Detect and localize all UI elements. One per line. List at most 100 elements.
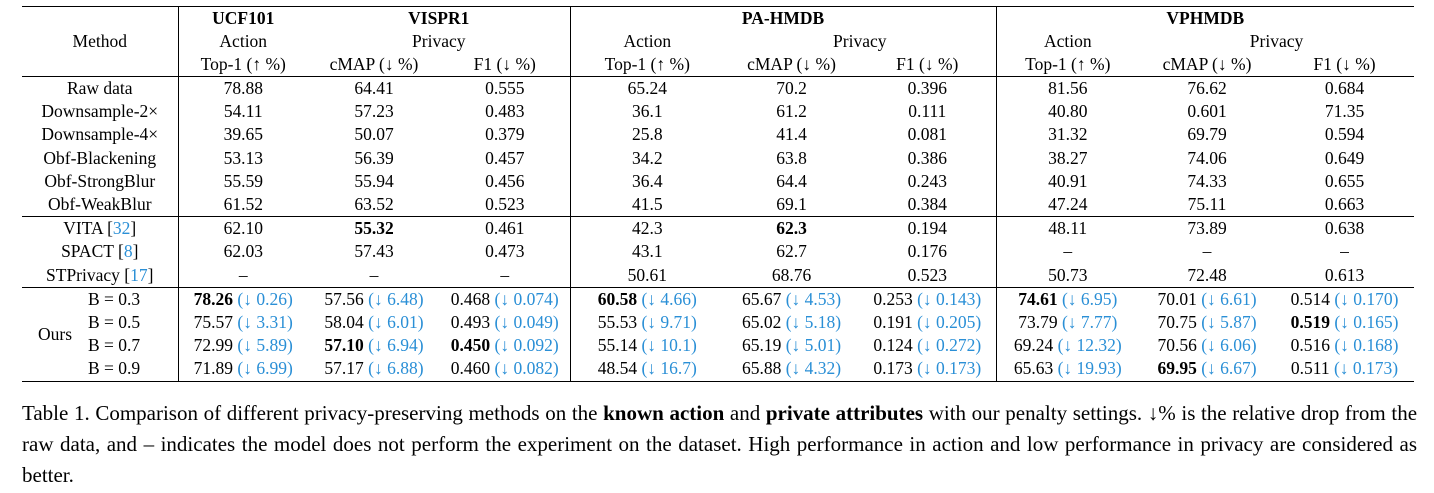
table-row: Raw data 78.88 64.41 0.555 65.24 70.2 0.396 81.…: [22, 76, 1415, 101]
value: 65.19: [741, 335, 782, 356]
value: 57.56: [324, 288, 364, 309]
value-cell: 70.56 (↓ 6.06): [1139, 334, 1275, 357]
value: 69.24: [1013, 335, 1054, 356]
value: 65.88: [741, 358, 782, 379]
value-cell: 0.111: [859, 100, 997, 124]
value-cell: 0.655: [1324, 170, 1365, 191]
value-cell: 69.79: [1187, 124, 1227, 145]
value: 78.26: [193, 288, 234, 309]
value-cell: 68.76: [771, 264, 812, 285]
value-cell: 0.457: [440, 146, 571, 170]
value-cell: 0.468 (↓ 0.074): [440, 286, 571, 312]
value-cell: 63.52: [354, 194, 394, 215]
value-cell: 0.243: [859, 169, 997, 194]
value-cell: –: [238, 264, 248, 285]
relative-drop: (↓ 7.77): [1061, 312, 1118, 333]
value: 69.95: [1157, 358, 1197, 379]
relative-drop: (↓ 5.18): [785, 312, 842, 333]
value-cell: 34.2: [631, 147, 663, 168]
header-row-datasets: Method UCF101 VISPR1 PA-HMDB VPHMDB: [22, 6, 1415, 77]
value-cell: 74.06: [1187, 147, 1227, 168]
value-cell: 48.54 (↓ 16.7): [570, 357, 725, 382]
caption-bold-private-attributes: private attributes: [765, 401, 924, 425]
value: 0.253: [873, 288, 913, 309]
value: 57.10: [324, 335, 364, 356]
value-cell: 0.379: [440, 123, 571, 147]
value-cell: 0.081: [859, 123, 997, 147]
value-cell: 0.396: [859, 76, 997, 101]
method-label: STPrivacy: [46, 264, 120, 285]
value-cell: 72.48: [1187, 264, 1227, 285]
value: 73.79: [1018, 312, 1058, 333]
value-cell: 50.61: [627, 264, 667, 285]
citation-link[interactable]: 32: [112, 218, 131, 239]
value-cell: 64.4: [776, 170, 807, 191]
caption-bold-known-action: known action: [603, 401, 725, 425]
value: 0.468: [450, 288, 491, 309]
method-name: Downsample-4×: [22, 123, 179, 147]
relative-drop: (↓ 0.165): [1334, 312, 1399, 333]
relative-drop: (↓ 6.06): [1201, 335, 1257, 356]
relative-drop: (↓ 0.168): [1334, 335, 1399, 356]
value: 0.124: [873, 335, 913, 356]
value: 0.460: [450, 358, 491, 379]
value: 65.02: [741, 312, 782, 333]
value-cell: 54.11: [223, 101, 263, 122]
method-label: VITA: [63, 218, 103, 239]
value: 75.57: [193, 312, 234, 333]
relative-drop: (↓ 6.67): [1201, 358, 1257, 379]
table-row: VITA [32] 62.10 55.32 0.461 42.3 62.3 0.194 48.…: [22, 216, 1415, 241]
value: 72.99: [193, 335, 234, 356]
value: 55.53: [597, 312, 638, 333]
header-privacy: Privacy: [1249, 31, 1304, 51]
header-method: Method: [22, 6, 179, 77]
value-cell: –: [1063, 241, 1073, 262]
method-name: VITA [32]: [22, 216, 179, 241]
value-cell: –: [1202, 241, 1212, 262]
value: 0.514: [1290, 288, 1330, 309]
value-cell: 42.3: [570, 216, 725, 241]
value-cell: 55.53 (↓ 9.71): [570, 311, 724, 334]
header-action: Action: [1043, 31, 1092, 51]
relative-drop: (↓ 16.7): [641, 358, 697, 379]
value-cell: 47.24: [1048, 194, 1088, 215]
value-cell: 0.493 (↓ 0.049): [440, 311, 571, 335]
value-cell: 70.2: [724, 76, 860, 101]
value-cell: 0.663: [1324, 194, 1365, 215]
value-cell: 55.59: [223, 170, 263, 191]
value-cell: 65.63 (↓ 19.93): [996, 357, 1140, 382]
caption-text-2: and: [724, 401, 766, 425]
value-cell: 55.94: [354, 170, 394, 191]
value-cell: 0.516 (↓ 0.168): [1275, 334, 1414, 357]
method-name: Downsample-2×: [22, 100, 179, 124]
relative-drop: (↓ 0.074): [494, 288, 559, 309]
relative-drop: (↓ 0.26): [237, 288, 293, 309]
value-cell: 57.17 (↓ 6.88): [308, 357, 440, 382]
table-row: STPrivacy [17] – – – 50.61 68.76 0.523 50.73 72.…: [22, 263, 1414, 288]
citation-link[interactable]: 8: [123, 241, 133, 262]
relative-drop: (↓ 6.94): [368, 335, 424, 356]
value-cell: 56.39: [354, 147, 394, 168]
header-cmap: cMAP (↓ %): [1162, 54, 1252, 74]
value-cell: 76.62: [1139, 76, 1276, 101]
caption-text-1: Table 1. Comparison of different privacy…: [22, 401, 604, 425]
relative-drop: (↓ 10.1): [641, 335, 697, 356]
table-row: Obf-WeakBlur 61.52 63.52 0.523 41.5 69.1 0.384…: [22, 193, 1414, 217]
citation-link[interactable]: 17: [130, 264, 148, 285]
value: 48.54: [597, 358, 638, 379]
value-cell: 64.41: [308, 76, 440, 101]
value-cell: 71.89 (↓ 6.99): [178, 357, 308, 382]
relative-drop: (↓ 0.173): [1333, 358, 1399, 379]
table-row: Obf-StrongBlur 55.59 55.94 0.456 36.4 64.4 0.2…: [22, 169, 1414, 194]
header-cmap: cMAP (↓ %): [329, 54, 419, 74]
value-cell: 70.75 (↓ 5.87): [1139, 311, 1275, 334]
value-cell: 0.384: [859, 193, 997, 217]
header-vphmdb: VPHMDB: [996, 6, 1415, 30]
value: 0.516: [1290, 335, 1330, 356]
value-cell: 0.460 (↓ 0.082): [440, 357, 571, 382]
value: 60.58: [597, 288, 638, 309]
method-name: B = 0.5: [22, 311, 179, 335]
header-top1: Top-1 (↑ %): [200, 54, 286, 74]
value-cell: 0.594: [1324, 124, 1365, 145]
value-cell: 65.88 (↓ 4.32): [724, 357, 860, 382]
